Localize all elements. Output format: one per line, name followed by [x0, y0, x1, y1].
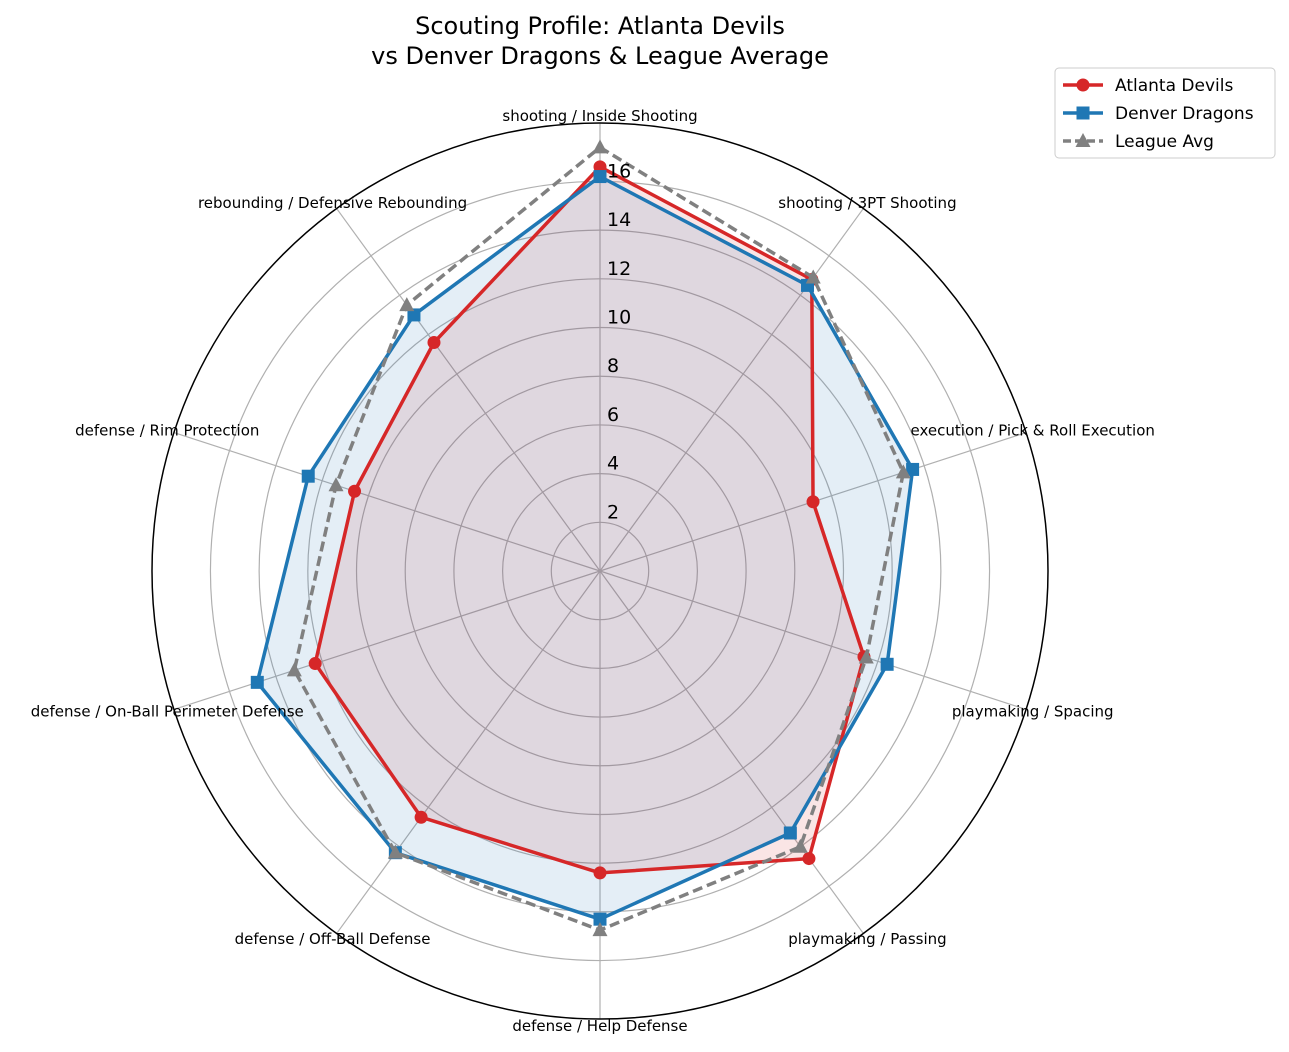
axis-label: playmaking / Spacing	[952, 703, 1114, 721]
data-point	[906, 462, 920, 476]
grid-spoke	[173, 570, 601, 711]
grid-spoke	[336, 570, 601, 934]
data-point	[805, 269, 821, 284]
radial-tick-label: 6	[607, 404, 619, 426]
axis-label: defense / Off-Ball Defense	[235, 930, 431, 948]
data-point	[301, 469, 315, 483]
legend: Atlanta Devils Denver Dragons League Avg	[1054, 67, 1276, 159]
axis-label: execution / Pick & Roll Execution	[911, 421, 1155, 439]
data-point	[308, 657, 322, 671]
data-point	[783, 826, 797, 840]
data-point	[328, 477, 344, 492]
axis-label: rebounding / Defensive Rebounding	[198, 194, 467, 212]
legend-label: Denver Dragons	[1115, 104, 1254, 124]
grid-spoke	[599, 208, 864, 572]
axis-label: defense / Help Defense	[512, 1017, 687, 1035]
data-point	[387, 844, 403, 859]
data-point	[1075, 133, 1091, 147]
chart-title-line-2: vs Denver Dragons & League Average	[371, 42, 829, 70]
radial-tick-label: 12	[607, 258, 631, 280]
data-point	[858, 649, 874, 664]
legend-label: Atlanta Devils	[1115, 76, 1233, 96]
data-point	[286, 662, 302, 677]
radial-tick-label: 2	[607, 501, 619, 523]
data-point	[593, 912, 607, 926]
data-point	[348, 484, 362, 498]
grid-spoke	[599, 570, 864, 934]
data-point	[1076, 106, 1090, 120]
data-point	[427, 336, 441, 350]
data-point	[792, 838, 808, 853]
axis-label: defense / Rim Protection	[75, 421, 259, 439]
data-point	[414, 810, 428, 824]
grid-spoke	[336, 208, 601, 572]
data-point	[592, 922, 608, 937]
series-fill	[315, 166, 864, 873]
axis-label: playmaking / Passing	[788, 930, 946, 948]
data-point	[593, 866, 607, 880]
data-point	[880, 657, 894, 671]
radial-tick-label: 14	[607, 209, 631, 231]
chart-title-line-1: Scouting Profile: Atlanta Devils	[415, 12, 785, 40]
legend-label: League Avg	[1115, 132, 1214, 152]
series-denver-dragons	[250, 170, 920, 926]
series-fill	[257, 176, 913, 920]
data-point	[250, 675, 264, 689]
data-point	[399, 297, 415, 312]
radial-tick-label: 10	[607, 307, 631, 329]
axis-label: shooting / Inside Shooting	[502, 107, 697, 125]
series-league-avg	[286, 139, 911, 937]
axis-label: defense / On-Ball Perimeter Defense	[31, 703, 304, 721]
legend-frame	[1054, 67, 1276, 159]
data-point	[1076, 78, 1090, 92]
data-point	[407, 308, 421, 322]
radial-tick-label: 4	[607, 453, 619, 475]
axis-label: shooting / 3PT Shooting	[778, 194, 956, 212]
radial-tick-label: 8	[607, 355, 619, 377]
data-point	[593, 170, 607, 184]
outer-frame	[151, 122, 1049, 1020]
radial-tick-label: 16	[607, 160, 631, 182]
grid-spoke	[173, 431, 601, 572]
data-point	[802, 852, 816, 866]
grid-spoke	[599, 570, 1027, 711]
data-point	[592, 139, 608, 154]
data-point	[895, 464, 911, 479]
data-point	[806, 495, 820, 509]
